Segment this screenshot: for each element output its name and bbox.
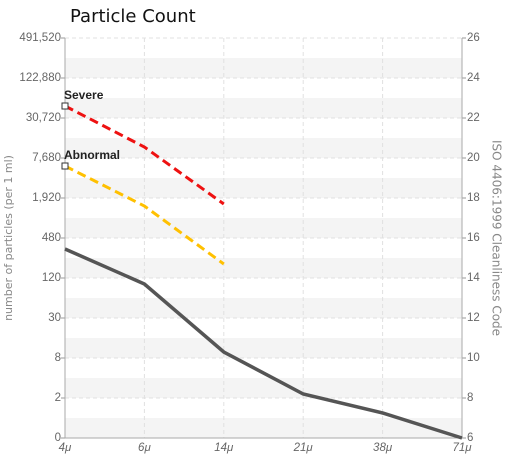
y2-tick-label: 18	[467, 192, 480, 204]
band	[65, 138, 462, 158]
y2-tick-label: 10	[467, 352, 480, 364]
y-tick-label: 30,720	[26, 112, 61, 124]
y2-axis-title: ISO 4406:1999 Cleanliness Code	[490, 140, 504, 336]
band	[65, 338, 462, 358]
series-line	[64, 164, 225, 266]
y2-tick-label: 16	[467, 232, 480, 244]
marker	[61, 162, 69, 170]
x-tick-label: 6μ	[138, 442, 151, 454]
y2-tick-label: 8	[467, 392, 473, 404]
y2-tick-label: 6	[467, 432, 473, 444]
chart-title: Particle Count	[70, 6, 196, 27]
series-label: Abnormal	[64, 148, 120, 162]
x-tick-label: 4μ	[59, 442, 72, 454]
y-tick-label: 120	[42, 272, 61, 284]
band	[65, 298, 462, 318]
x-tick-label: 71μ	[452, 442, 472, 454]
y-tick-label: 7,680	[32, 152, 61, 164]
y-tick-label: 491,520	[19, 32, 61, 44]
y-tick-label: 8	[55, 352, 61, 364]
x-tick-label: 21μ	[293, 442, 314, 454]
band	[65, 378, 462, 398]
y-tick-label: 122,880	[19, 72, 61, 84]
y2-tick-label: 22	[467, 112, 480, 124]
x-tick-label: 14μ	[214, 442, 234, 454]
y-axis-title: number of particles (per 1 ml)	[2, 155, 15, 321]
series-label: Severe	[64, 88, 104, 102]
marker	[61, 102, 69, 110]
y2-tick-label: 26	[467, 32, 480, 44]
y-tick-label: 1,920	[32, 192, 61, 204]
y2-tick-label: 12	[467, 312, 480, 324]
y-tick-label: 2	[55, 392, 61, 404]
y-tick-label: 30	[48, 312, 61, 324]
y-tick-label: 0	[55, 432, 61, 444]
band	[65, 258, 462, 278]
y-tick-label: 480	[42, 232, 61, 244]
y2-tick-label: 20	[467, 152, 480, 164]
x-tick-label: 38μ	[373, 442, 393, 454]
series-line	[64, 104, 225, 206]
series-line	[64, 247, 463, 440]
band	[65, 58, 462, 78]
y2-tick-label: 14	[467, 272, 480, 284]
band	[65, 98, 462, 118]
band	[65, 178, 462, 198]
band	[65, 218, 462, 238]
band	[65, 418, 462, 438]
y2-tick-label: 24	[467, 72, 480, 84]
